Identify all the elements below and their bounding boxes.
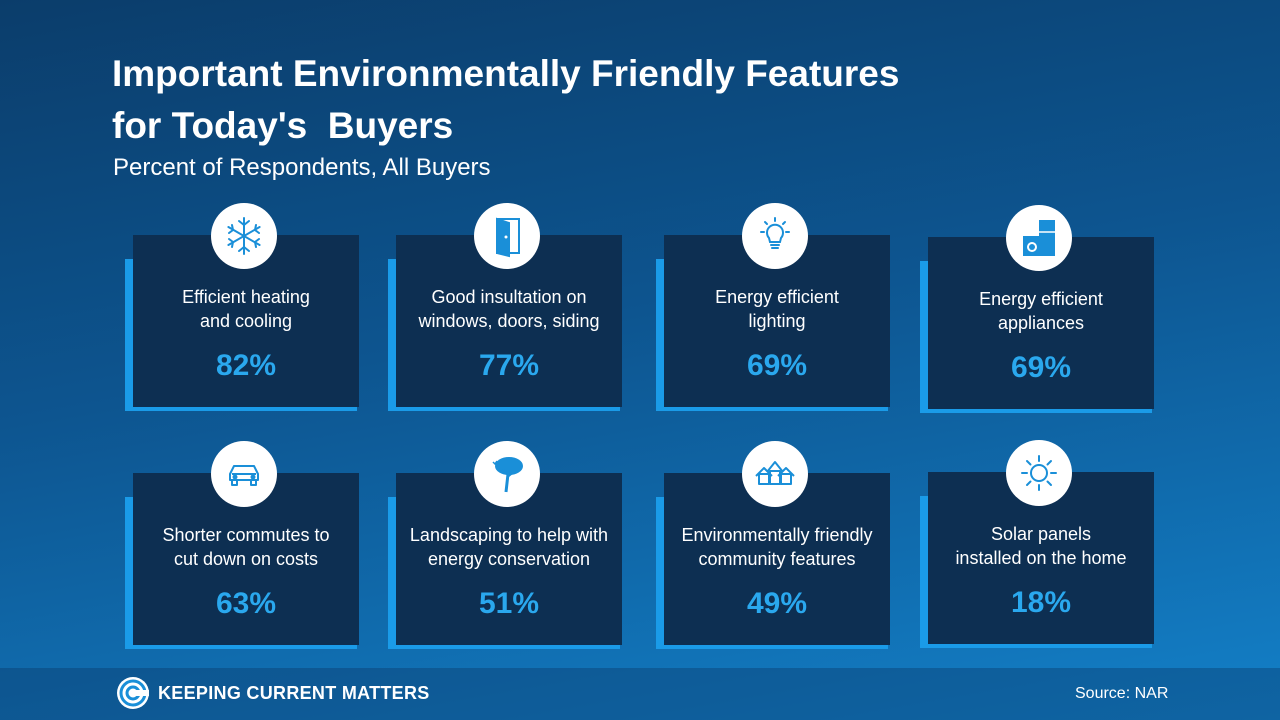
card-label: Efficient heating and cooling [182,287,310,331]
card-value: 18% [1010,586,1072,619]
page-title: Important Environmentally Friendly Featu… [112,48,1112,152]
card-label: Landscaping to help with energy conserva… [409,525,609,569]
logo-text: KEEPING CURRENT MATTERS [158,682,430,703]
sun-icon [1006,440,1072,506]
card-value: 63% [215,587,277,620]
card-value: 69% [1010,351,1072,384]
houses-icon [742,441,808,507]
feature-card-heating: Efficient heating and cooling 82% [125,203,365,411]
footer-bar [0,668,1280,720]
keeping-current-matters-logo: KEEPING CURRENT MATTERS [116,676,430,710]
card-label: Environmentally friendly community featu… [681,525,873,569]
card-label: Energy efficient appliances [979,289,1103,333]
logo-swirl-icon [117,677,149,709]
title-line-1: Important Environmentally Friendly Featu… [112,53,900,94]
card-label: Solar panels installed on the home [955,524,1127,568]
appliances-icon [1006,205,1072,271]
door-icon [474,203,540,269]
snowflake-icon [211,203,277,269]
feature-card-appliances: Energy efficient appliances 69% [920,205,1160,413]
tree-icon [474,441,540,507]
feature-card-landscaping: Landscaping to help with energy conserva… [388,441,628,649]
card-value: 49% [746,587,808,620]
card-value: 69% [746,349,808,382]
feature-card-community: Environmentally friendly community featu… [656,441,896,649]
feature-card-solar: Solar panels installed on the home 18% [920,440,1160,648]
card-value: 77% [478,349,540,382]
feature-card-commutes: Shorter commutes to cut down on costs 63… [125,441,365,649]
card-label: Energy efficient lighting [715,287,839,331]
card-value: 51% [478,587,540,620]
card-value: 82% [215,349,277,382]
lightbulb-icon [742,203,808,269]
title-line-2: for Today's Buyers [112,105,454,146]
feature-card-lighting: Energy efficient lighting 69% [656,203,896,411]
feature-card-insulation: Good insultation on windows, doors, sidi… [388,203,628,411]
card-label: Good insultation on windows, doors, sidi… [418,287,600,331]
card-label: Shorter commutes to cut down on costs [162,525,330,569]
source-note: Source: NAR [1075,685,1169,702]
car-icon [211,441,277,507]
subtitle: Percent of Respondents, All Buyers [113,154,491,181]
